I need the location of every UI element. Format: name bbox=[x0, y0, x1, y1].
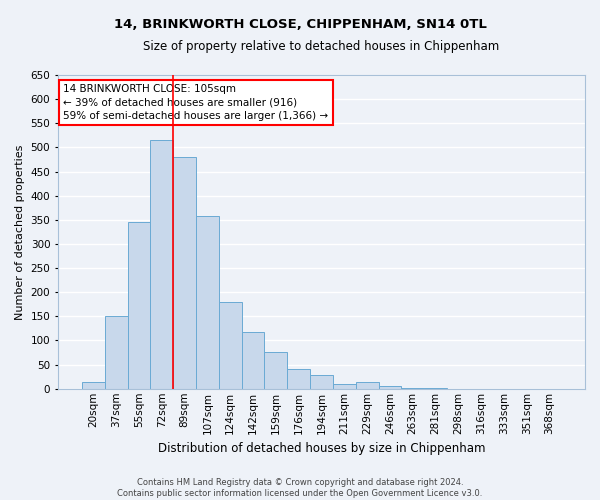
Title: Size of property relative to detached houses in Chippenham: Size of property relative to detached ho… bbox=[143, 40, 500, 53]
Bar bbox=[333, 384, 356, 389]
Bar bbox=[151, 140, 173, 389]
Text: Contains HM Land Registry data © Crown copyright and database right 2024.
Contai: Contains HM Land Registry data © Crown c… bbox=[118, 478, 482, 498]
Bar bbox=[196, 216, 219, 389]
Text: 14 BRINKWORTH CLOSE: 105sqm
← 39% of detached houses are smaller (916)
59% of se: 14 BRINKWORTH CLOSE: 105sqm ← 39% of det… bbox=[63, 84, 328, 121]
Bar bbox=[287, 370, 310, 389]
Bar bbox=[265, 352, 287, 389]
Bar bbox=[128, 222, 151, 389]
Y-axis label: Number of detached properties: Number of detached properties bbox=[15, 144, 25, 320]
Bar bbox=[356, 382, 379, 389]
X-axis label: Distribution of detached houses by size in Chippenham: Distribution of detached houses by size … bbox=[158, 442, 485, 455]
Bar bbox=[242, 332, 265, 389]
Bar bbox=[379, 386, 401, 389]
Bar bbox=[82, 382, 105, 389]
Bar bbox=[401, 388, 424, 389]
Bar bbox=[310, 375, 333, 389]
Bar bbox=[105, 316, 128, 389]
Text: 14, BRINKWORTH CLOSE, CHIPPENHAM, SN14 0TL: 14, BRINKWORTH CLOSE, CHIPPENHAM, SN14 0… bbox=[113, 18, 487, 30]
Bar bbox=[173, 157, 196, 389]
Bar bbox=[219, 302, 242, 389]
